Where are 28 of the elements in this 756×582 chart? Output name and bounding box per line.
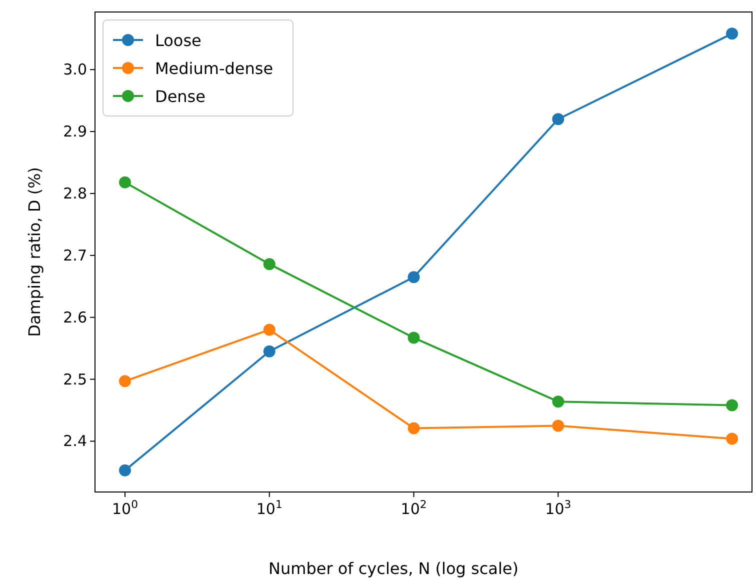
point — [552, 420, 564, 432]
point — [263, 345, 276, 358]
point — [552, 396, 564, 408]
legend-label: Loose — [155, 31, 202, 50]
x-tick-label: 10$^{2}$ — [400, 498, 427, 518]
y-tick-label: 2.4 — [63, 432, 87, 450]
x-axis-title: Number of cycles, N (log scale) — [268, 559, 518, 578]
x-tick-label: 10$^{3}$ — [545, 498, 572, 518]
y-tick-label: 2.6 — [63, 308, 87, 326]
y-axis-title: Damping ratio, D (%) — [25, 167, 44, 337]
x-tick-label: 10$^{1}$ — [256, 498, 282, 518]
point — [263, 258, 276, 270]
y-tick-label: 2.7 — [63, 246, 87, 264]
point — [408, 332, 420, 344]
point — [408, 422, 420, 434]
x-tick-label: 10$^{0}$ — [112, 498, 138, 518]
point — [552, 113, 564, 126]
y-tick-label: 2.9 — [63, 122, 87, 141]
point — [118, 464, 131, 476]
point — [118, 375, 131, 388]
y-tick-label: 2.8 — [63, 184, 87, 202]
legend-label: Medium-dense — [155, 59, 274, 78]
y-tick-label: 3.0 — [63, 60, 87, 79]
point — [118, 176, 131, 188]
point — [408, 271, 420, 284]
y-tick-label: 2.5 — [63, 370, 87, 388]
legend-label: Dense — [155, 87, 206, 106]
point — [263, 324, 276, 336]
